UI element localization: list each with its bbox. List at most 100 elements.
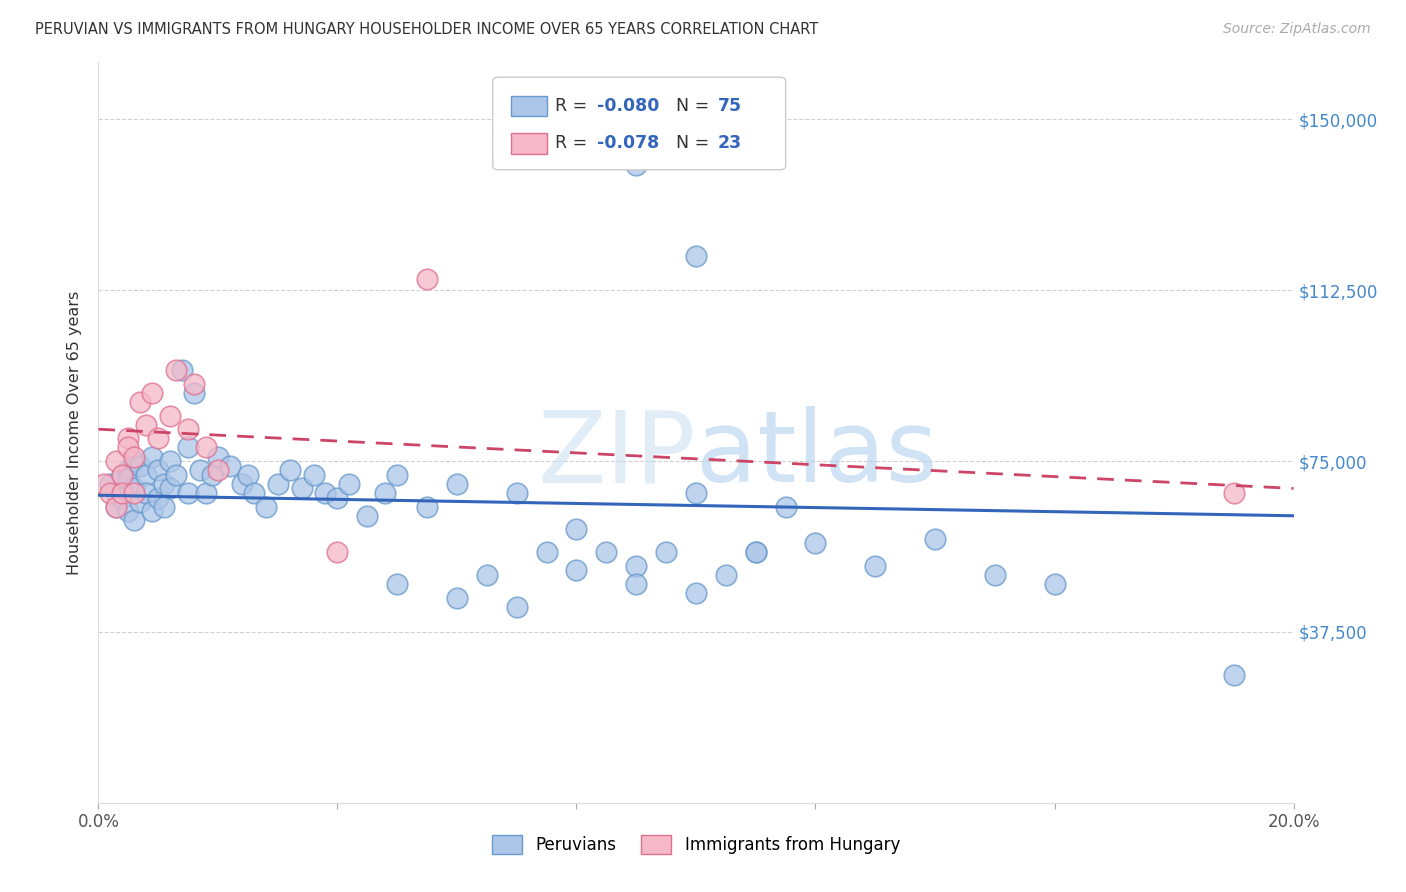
Point	[374, 486, 396, 500]
Point	[148, 491, 170, 505]
Point	[188, 463, 211, 477]
Point	[141, 504, 163, 518]
Point	[183, 376, 205, 391]
Point	[129, 495, 152, 509]
Point	[141, 385, 163, 400]
Point	[416, 500, 439, 514]
Text: R =: R =	[555, 97, 593, 115]
Point	[117, 431, 139, 445]
Point	[105, 500, 128, 514]
Point	[111, 467, 134, 482]
Point	[124, 486, 146, 500]
Point	[98, 476, 122, 491]
Point	[506, 486, 529, 500]
Point	[745, 545, 768, 559]
Point	[148, 463, 170, 477]
Point	[111, 486, 134, 500]
Point	[219, 458, 242, 473]
Point	[195, 486, 218, 500]
Text: R =: R =	[555, 134, 593, 153]
Point	[124, 513, 146, 527]
Point	[745, 545, 768, 559]
Point	[475, 568, 498, 582]
Text: Source: ZipAtlas.com: Source: ZipAtlas.com	[1223, 22, 1371, 37]
Point	[124, 454, 146, 468]
Y-axis label: Householder Income Over 65 years: Householder Income Over 65 years	[67, 291, 83, 574]
Text: N =: N =	[676, 134, 714, 153]
Point	[278, 463, 301, 477]
Point	[177, 422, 200, 436]
Point	[165, 467, 187, 482]
Point	[291, 482, 314, 496]
Point	[135, 467, 157, 482]
Point	[385, 467, 409, 482]
Point	[124, 450, 146, 464]
Text: N =: N =	[676, 97, 714, 115]
Point	[254, 500, 277, 514]
Point	[201, 467, 224, 482]
Point	[159, 482, 181, 496]
Point	[124, 482, 146, 496]
Point	[207, 463, 229, 477]
FancyBboxPatch shape	[494, 78, 786, 169]
Point	[105, 500, 128, 514]
Point	[356, 508, 378, 523]
FancyBboxPatch shape	[510, 95, 547, 117]
Point	[105, 486, 128, 500]
Point	[1223, 668, 1246, 682]
Point	[446, 476, 468, 491]
Point	[111, 467, 134, 482]
Point	[685, 586, 707, 600]
Point	[506, 599, 529, 614]
Point	[536, 545, 558, 559]
Point	[153, 476, 176, 491]
Point	[924, 532, 946, 546]
Text: ZIP: ZIP	[537, 407, 696, 503]
Point	[302, 467, 325, 482]
Point	[135, 486, 157, 500]
Point	[315, 486, 337, 500]
Text: -0.080: -0.080	[596, 97, 659, 115]
Point	[326, 545, 349, 559]
FancyBboxPatch shape	[510, 133, 547, 153]
Point	[177, 486, 200, 500]
Point	[236, 467, 259, 482]
Point	[626, 158, 648, 172]
Point	[165, 363, 187, 377]
Point	[267, 476, 290, 491]
Point	[326, 491, 349, 505]
Point	[93, 476, 115, 491]
Point	[172, 363, 194, 377]
Point	[117, 463, 139, 477]
Point	[685, 486, 707, 500]
Point	[105, 454, 128, 468]
Text: 23: 23	[717, 134, 741, 153]
Point	[117, 472, 139, 486]
Point	[117, 504, 139, 518]
Point	[626, 558, 648, 573]
Text: atlas: atlas	[696, 407, 938, 503]
Point	[117, 441, 139, 455]
Point	[984, 568, 1007, 582]
Text: -0.078: -0.078	[596, 134, 659, 153]
Point	[159, 409, 181, 423]
Point	[98, 486, 122, 500]
Point	[207, 450, 229, 464]
Point	[153, 500, 176, 514]
Point	[129, 458, 152, 473]
Point	[1223, 486, 1246, 500]
Point	[195, 441, 218, 455]
Point	[595, 545, 617, 559]
Text: PERUVIAN VS IMMIGRANTS FROM HUNGARY HOUSEHOLDER INCOME OVER 65 YEARS CORRELATION: PERUVIAN VS IMMIGRANTS FROM HUNGARY HOUS…	[35, 22, 818, 37]
Point	[135, 417, 157, 432]
Point	[714, 568, 737, 582]
Point	[416, 272, 439, 286]
Point	[385, 577, 409, 591]
Point	[159, 454, 181, 468]
Text: 75: 75	[717, 97, 741, 115]
Point	[626, 577, 648, 591]
Point	[183, 385, 205, 400]
Point	[148, 431, 170, 445]
Point	[565, 523, 588, 537]
Point	[231, 476, 253, 491]
